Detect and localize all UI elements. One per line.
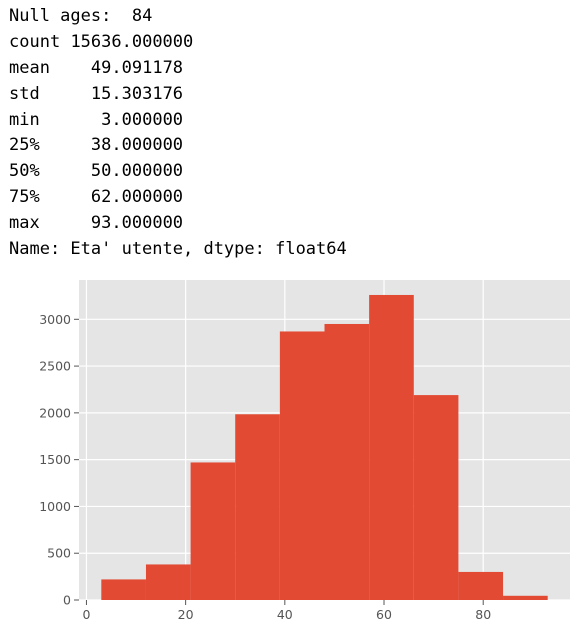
y-tick-label: 500 <box>47 546 71 561</box>
describe-stat-label: max <box>9 213 40 234</box>
age-histogram: 0 20 40 60 80 0 500 1000 1500 2000 2500 3000 <box>39 280 570 622</box>
histogram-bar <box>190 462 236 600</box>
describe-stat-label: std <box>9 83 40 104</box>
histogram-bar <box>503 595 548 600</box>
describe-stat-label: 25% <box>9 135 40 156</box>
describe-row: mean 49.091178 <box>9 56 347 82</box>
x-tick-label: 20 <box>178 607 194 622</box>
describe-row: min 3.000000 <box>9 108 347 134</box>
y-tick-label: 0 <box>63 593 71 608</box>
describe-stat-value: 62.000000 <box>90 187 184 208</box>
x-axis: 0 20 40 60 80 <box>82 600 491 622</box>
describe-stat-label: min <box>9 109 40 130</box>
describe-row: count 15636.000000 <box>9 30 347 56</box>
x-tick-label: 40 <box>277 607 293 622</box>
histogram-bar <box>101 579 146 600</box>
histogram-bars <box>101 294 548 600</box>
describe-stat-label: 75% <box>9 187 40 208</box>
histogram-bar <box>458 571 504 600</box>
describe-stat-value: 50.000000 <box>90 161 184 182</box>
histogram-bar <box>369 294 414 600</box>
describe-stat-label: count <box>9 31 61 52</box>
describe-row: 25% 38.000000 <box>9 133 347 159</box>
histogram-bar <box>413 395 459 600</box>
histogram-bar <box>235 414 280 600</box>
describe-stat-value: 15.303176 <box>90 83 184 104</box>
describe-stat-value: 15636.000000 <box>70 31 194 52</box>
null-ages-value: 84 <box>131 6 153 26</box>
y-tick-label: 1500 <box>39 452 71 467</box>
null-ages-line: Null ages: 84 <box>9 4 347 30</box>
describe-stat-value: 93.000000 <box>90 213 184 234</box>
x-tick-label: 60 <box>376 607 392 622</box>
describe-stat-value: 38.000000 <box>90 135 184 156</box>
y-tick-label: 1000 <box>39 499 71 514</box>
x-tick-label: 0 <box>82 607 90 622</box>
describe-stat-value: 3.000000 <box>101 109 184 130</box>
describe-row: 75% 62.000000 <box>9 185 347 211</box>
histogram-bar <box>324 323 370 600</box>
describe-row: 50% 50.000000 <box>9 159 347 185</box>
y-tick-label: 3000 <box>39 312 71 327</box>
y-tick-label: 2000 <box>39 405 71 420</box>
null-ages-label: Null ages: <box>9 6 112 26</box>
histogram-bar <box>145 564 191 600</box>
histogram-bar <box>279 331 325 600</box>
describe-row: std 15.303176 <box>9 82 347 108</box>
describe-stat-label: mean <box>9 57 50 78</box>
y-tick-label: 2500 <box>39 359 71 374</box>
x-tick-label: 80 <box>475 607 491 622</box>
y-axis: 0 500 1000 1500 2000 2500 3000 <box>39 312 79 608</box>
describe-stat-value: 49.091178 <box>90 57 184 78</box>
series-footer: Name: Eta' utente, dtype: float64 <box>9 239 347 260</box>
cell-output-text: Null ages: 84 count 15636.000000 mean 49.0… <box>9 4 347 263</box>
describe-row: max 93.000000 <box>9 211 347 237</box>
describe-stat-label: 50% <box>9 161 40 182</box>
